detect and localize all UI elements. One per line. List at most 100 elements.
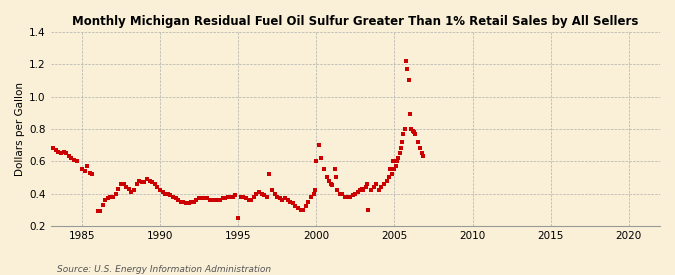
Point xyxy=(261,195,272,199)
Point xyxy=(202,196,213,201)
Point xyxy=(330,175,341,180)
Point xyxy=(118,182,129,186)
Point xyxy=(136,180,147,185)
Point xyxy=(269,191,280,196)
Point xyxy=(160,191,171,196)
Point xyxy=(115,182,126,186)
Point xyxy=(373,188,384,192)
Point xyxy=(384,175,395,180)
Point xyxy=(227,195,238,199)
Point xyxy=(152,185,163,189)
Point xyxy=(321,175,332,180)
Y-axis label: Dollars per Gallon: Dollars per Gallon xyxy=(15,82,25,176)
Point xyxy=(393,156,404,160)
Point xyxy=(48,146,59,150)
Point xyxy=(350,191,360,196)
Point xyxy=(292,206,303,210)
Point xyxy=(416,151,427,155)
Point xyxy=(381,178,392,183)
Point xyxy=(303,199,314,204)
Point xyxy=(128,188,139,192)
Point xyxy=(178,199,189,204)
Point xyxy=(342,195,353,199)
Point xyxy=(131,182,142,186)
Point xyxy=(146,180,157,185)
Point xyxy=(352,190,363,194)
Point xyxy=(308,191,319,196)
Point xyxy=(144,178,155,183)
Point xyxy=(310,188,321,192)
Point xyxy=(191,198,202,202)
Point xyxy=(400,127,410,131)
Point xyxy=(390,164,401,168)
Point xyxy=(325,182,336,186)
Point xyxy=(212,198,223,202)
Point xyxy=(209,198,220,202)
Point xyxy=(356,186,367,191)
Point xyxy=(155,188,165,192)
Point xyxy=(415,146,426,150)
Point xyxy=(58,149,69,154)
Point xyxy=(319,167,329,172)
Point xyxy=(233,216,244,220)
Point xyxy=(163,191,173,196)
Point xyxy=(142,177,153,181)
Point xyxy=(397,140,408,144)
Point xyxy=(84,170,95,175)
Point xyxy=(254,190,265,194)
Point xyxy=(95,209,105,214)
Point xyxy=(61,151,72,155)
Point xyxy=(243,198,254,202)
Point xyxy=(290,204,301,209)
Point xyxy=(176,199,186,204)
Point xyxy=(105,195,116,199)
Point xyxy=(347,193,358,197)
Point xyxy=(407,128,418,133)
Point xyxy=(63,154,74,159)
Point xyxy=(389,167,400,172)
Point xyxy=(238,195,248,199)
Point xyxy=(66,156,77,160)
Point xyxy=(79,169,90,173)
Point xyxy=(355,188,366,192)
Point xyxy=(360,185,371,189)
Point xyxy=(251,191,262,196)
Point xyxy=(306,195,317,199)
Point xyxy=(87,172,98,176)
Point xyxy=(267,188,277,192)
Point xyxy=(124,186,134,191)
Point xyxy=(134,178,144,183)
Point xyxy=(386,172,397,176)
Point xyxy=(300,204,311,209)
Point xyxy=(100,198,111,202)
Point xyxy=(256,191,267,196)
Point xyxy=(165,193,176,197)
Point xyxy=(207,198,217,202)
Point xyxy=(408,130,419,134)
Point xyxy=(394,151,405,155)
Point xyxy=(337,191,348,196)
Point xyxy=(108,195,119,199)
Point xyxy=(376,185,387,189)
Point xyxy=(186,199,196,204)
Point xyxy=(173,198,184,202)
Point xyxy=(113,186,124,191)
Point xyxy=(246,198,256,202)
Point xyxy=(264,172,275,176)
Point xyxy=(288,201,298,205)
Point xyxy=(188,199,199,204)
Point xyxy=(240,196,251,201)
Point xyxy=(324,178,335,183)
Title: Monthly Michigan Residual Fuel Oil Sulfur Greater Than 1% Retail Sales by All Se: Monthly Michigan Residual Fuel Oil Sulfu… xyxy=(72,15,639,28)
Point xyxy=(366,188,377,192)
Point xyxy=(406,127,416,131)
Point xyxy=(358,188,369,192)
Point xyxy=(157,190,168,194)
Point xyxy=(236,195,246,199)
Point xyxy=(72,159,82,163)
Point xyxy=(259,193,269,197)
Point xyxy=(82,164,92,168)
Point xyxy=(121,185,132,189)
Point xyxy=(379,182,389,186)
Point xyxy=(76,167,87,172)
